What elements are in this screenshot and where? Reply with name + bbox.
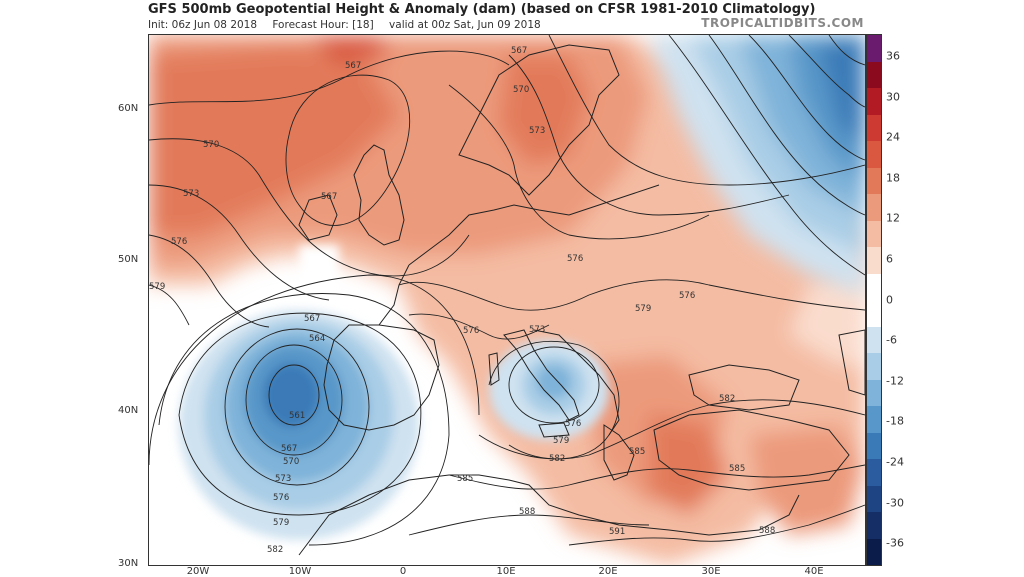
contour-labels: 567 570 573 576 579 567 567 570 573 576 … — [149, 46, 775, 555]
contour-label-579-italy: 579 — [553, 436, 569, 446]
colorbar-label: 18 — [886, 171, 900, 185]
map-title: GFS 500mb Geopotential Height & Anomaly … — [148, 2, 816, 17]
colorbar-segment — [867, 326, 881, 353]
map-panel: 567 570 573 576 579 567 567 570 573 576 … — [148, 34, 866, 566]
colorbar-segment — [867, 167, 881, 194]
contour-label-576-ukraine: 576 — [679, 291, 695, 301]
coastlines — [298, 44, 865, 556]
contour-label-567-north-atlantic: 567 — [345, 61, 361, 71]
contour-label-567-scandinavia: 567 — [511, 46, 527, 56]
colorbar-segment — [867, 512, 881, 539]
height-contours — [149, 35, 865, 546]
colorbar-segment — [867, 379, 881, 406]
lat-label-60n: 60N — [118, 103, 139, 114]
colorbar-segment — [867, 432, 881, 459]
contour-label-576-iberia-south: 576 — [273, 493, 289, 503]
contour-label-582-iberia-south: 582 — [267, 545, 283, 555]
valid-time: valid at 00z Sat, Jun 09 2018 — [389, 19, 541, 31]
colorbar-label: -24 — [886, 455, 904, 469]
init-time: Init: 06z Jun 08 2018 — [148, 19, 258, 31]
colorbar-segment — [867, 459, 881, 486]
contour-label-588-egypt: 588 — [759, 526, 775, 536]
colorbar-segment — [867, 406, 881, 433]
lat-label-50n: 50N — [118, 254, 139, 265]
contour-label-561-iberia: 561 — [289, 411, 305, 421]
lat-label-40n: 40N — [118, 405, 139, 416]
colorbar-label: -6 — [886, 333, 897, 347]
colorbar-label: -36 — [886, 536, 904, 550]
anomaly-map: 567 570 573 576 579 567 567 570 573 576 … — [149, 35, 865, 565]
contour-label-582-turkey: 582 — [719, 394, 735, 404]
lon-label-20w: 20W — [186, 566, 210, 577]
colorbar-label: 12 — [886, 211, 900, 225]
lon-label-10w: 10W — [288, 566, 312, 577]
colorbar-label: 0 — [886, 293, 893, 307]
colorbar-label: 24 — [886, 130, 900, 144]
contour-label-579-iberia-south: 579 — [273, 518, 289, 528]
contour-label-579-atlantic: 579 — [149, 282, 165, 292]
contour-label-573-iberia-south: 573 — [275, 474, 291, 484]
contour-label-576-italy: 576 — [565, 419, 581, 429]
contour-label-567-iberia: 567 — [304, 314, 320, 324]
contour-label-570-atlantic: 570 — [203, 140, 219, 150]
contour-label-582-italy: 582 — [549, 454, 565, 464]
anomaly-colorbar — [866, 34, 882, 566]
positive-anomaly-shading — [149, 35, 865, 565]
colorbar-segment — [867, 247, 881, 274]
contour-label-591-libya: 591 — [609, 527, 625, 537]
lon-label-0: 0 — [399, 566, 407, 577]
contour-label-585-north-africa: 585 — [457, 474, 473, 484]
colorbar-segment — [867, 35, 881, 62]
colorbar-label: -30 — [886, 496, 904, 510]
colorbar-segment — [867, 194, 881, 221]
contour-label-573-scandinavia: 573 — [529, 126, 545, 136]
lon-label-20e: 20E — [598, 566, 618, 577]
contour-label-567-uk: 567 — [321, 192, 337, 202]
contour-label-564-iberia: 564 — [309, 334, 325, 344]
colorbar-segment — [867, 353, 881, 380]
contour-label-579-hungary: 579 — [635, 304, 651, 314]
brand-watermark[interactable]: TROPICALTIDBITS.COM — [701, 16, 864, 30]
contour-label-573-alps: 573 — [529, 325, 545, 335]
contour-label-567-iberia-south: 567 — [281, 444, 297, 454]
colorbar-label: -12 — [886, 374, 904, 388]
contour-label-573-atlantic: 573 — [183, 189, 199, 199]
contour-label-585-turkey: 585 — [729, 464, 745, 474]
negative-anomaly-iberia — [179, 245, 419, 540]
colorbar-segment — [867, 485, 881, 512]
colorbar-segment — [867, 300, 881, 327]
lon-label-10e: 10E — [496, 566, 516, 577]
colorbar-label: 36 — [886, 49, 900, 63]
lat-label-30n: 30N — [118, 558, 139, 569]
colorbar-segment — [867, 141, 881, 168]
contour-label-585-greece: 585 — [629, 447, 645, 457]
contour-label-588-north-africa: 588 — [519, 507, 535, 517]
contour-label-570-iberia-south: 570 — [283, 457, 299, 467]
forecast-hour: Forecast Hour: [18] — [272, 19, 374, 31]
map-subtitle: Init: 06z Jun 08 2018 Forecast Hour: [18… — [148, 19, 553, 31]
lon-label-40e: 40E — [804, 566, 824, 577]
contour-label-570-scandinavia: 570 — [513, 85, 529, 95]
colorbar-segment — [867, 114, 881, 141]
colorbar-segment — [867, 88, 881, 115]
colorbar-label: 30 — [886, 90, 900, 104]
contour-label-576-poland: 576 — [567, 254, 583, 264]
colorbar-segment — [867, 61, 881, 88]
colorbar-segment — [867, 273, 881, 300]
contour-label-576-atlantic: 576 — [171, 237, 187, 247]
negative-anomaly-northeast — [649, 35, 865, 295]
colorbar-label: 6 — [886, 252, 893, 266]
colorbar-label: -18 — [886, 414, 904, 428]
colorbar-segment — [867, 220, 881, 247]
colorbar-segment — [867, 538, 881, 565]
lon-label-30e: 30E — [701, 566, 721, 577]
contour-label-576-france: 576 — [463, 326, 479, 336]
